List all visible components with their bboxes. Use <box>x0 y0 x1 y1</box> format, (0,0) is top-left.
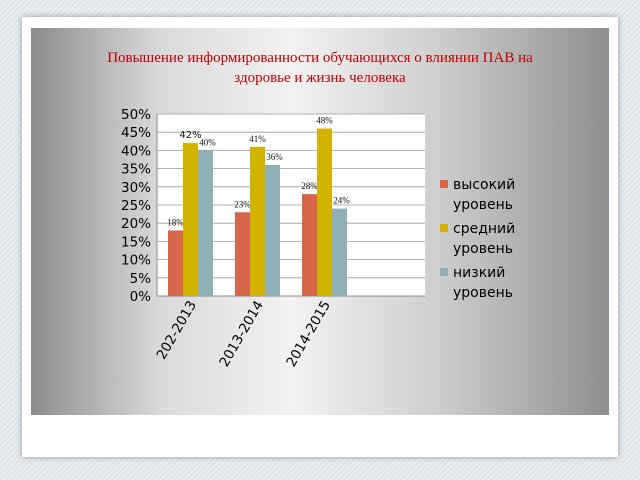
legend-label: высокий <box>453 177 515 193</box>
y-tick-label: 10% <box>121 253 151 269</box>
bar <box>235 212 250 296</box>
data-label: 41% <box>249 134 266 144</box>
chart-title: Повышение информированности обучающихся … <box>31 48 609 88</box>
bar <box>183 143 198 296</box>
data-label: 18% <box>167 217 184 227</box>
bar <box>317 128 332 296</box>
chart-title-line-1: Повышение информированности обучающихся … <box>107 50 533 66</box>
data-label: 28% <box>301 181 318 191</box>
legend-label: уровень <box>453 285 513 301</box>
y-tick-label: 30% <box>121 180 151 196</box>
y-tick-label: 5% <box>130 271 152 287</box>
y-tick-label: 40% <box>121 143 151 159</box>
y-tick-label: 0% <box>130 289 152 305</box>
y-tick-label: 20% <box>121 216 151 232</box>
bar <box>265 164 280 296</box>
x-tick-label: 202-2013 <box>154 298 200 362</box>
y-tick-label: 15% <box>121 234 151 250</box>
x-tick-label: 2014-2015 <box>283 298 334 370</box>
data-label: 42% <box>179 130 201 141</box>
chart-title-line-2: здоровье и жизнь человека <box>234 70 406 86</box>
data-label: 36% <box>266 152 283 162</box>
bar <box>302 194 317 296</box>
data-label: 24% <box>333 196 350 206</box>
y-tick-label: 50% <box>121 107 151 123</box>
data-label: 23% <box>234 199 251 209</box>
legend-label: уровень <box>453 197 513 213</box>
y-tick-label: 35% <box>121 162 151 178</box>
y-tick-label: 25% <box>121 198 151 214</box>
legend-swatch <box>440 224 448 232</box>
legend-label: низкий <box>453 265 505 281</box>
legend-swatch <box>440 180 448 188</box>
data-label: 48% <box>316 116 333 126</box>
y-tick-label: 45% <box>121 125 151 141</box>
bar <box>198 150 213 296</box>
bar <box>250 146 265 296</box>
data-label: 40% <box>199 137 216 147</box>
x-tick-label: 2013-2014 <box>216 298 267 370</box>
legend-swatch <box>440 268 448 276</box>
bar <box>332 208 347 296</box>
legend-label: уровень <box>453 241 513 257</box>
legend-label: средний <box>453 221 515 237</box>
bar <box>168 230 183 296</box>
